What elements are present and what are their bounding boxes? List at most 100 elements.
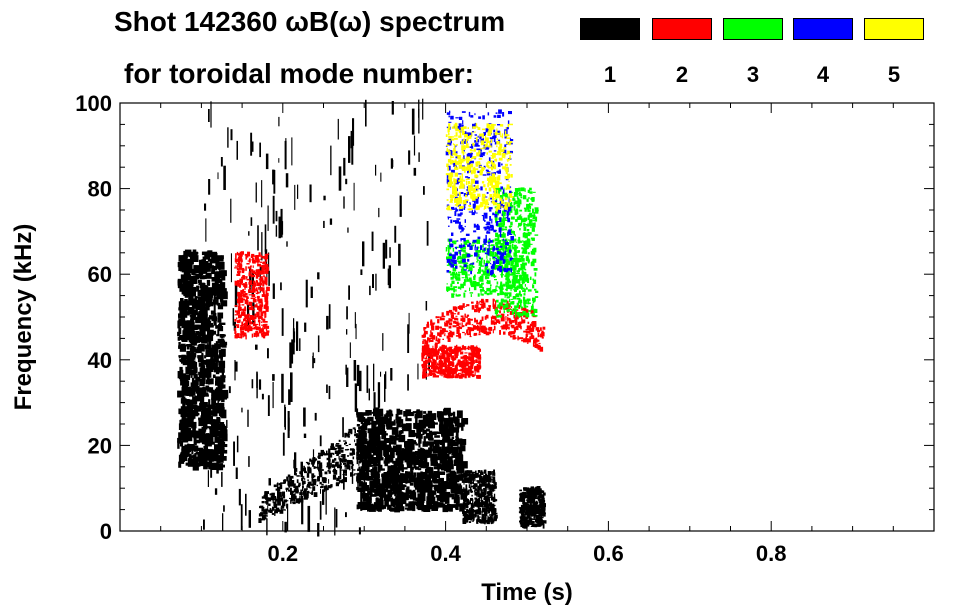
mode-1-mark <box>434 442 439 449</box>
mode-1-mark <box>209 387 214 393</box>
mode-1-mark <box>179 392 187 396</box>
mode-2-mark <box>255 287 258 292</box>
mode-1-mark <box>394 225 397 243</box>
mode-2-mark <box>434 344 437 349</box>
mode-2-mark <box>248 294 253 296</box>
mode-2-mark <box>432 335 436 340</box>
mode-3-mark <box>470 244 475 247</box>
mode-1-mark <box>475 472 479 475</box>
mode-1-mark <box>450 417 456 421</box>
mode-1-mark <box>424 486 432 493</box>
mode-1-mark <box>377 449 383 457</box>
mode-1-mark <box>483 488 485 491</box>
mode-1-mark <box>542 495 545 498</box>
mode-1-mark <box>283 491 285 497</box>
mode-1-mark <box>326 457 329 461</box>
mode-1-mark <box>434 488 439 491</box>
mode-1-mark <box>432 501 439 509</box>
mode-2-mark <box>421 356 423 362</box>
mode-1-mark <box>286 241 288 247</box>
mode-3-mark <box>483 259 486 265</box>
mode-2-mark <box>460 356 465 359</box>
mode-1-mark <box>294 452 297 475</box>
mode-1-mark <box>359 440 365 448</box>
mode-1-mark <box>465 513 469 518</box>
mode-1-mark <box>275 488 279 491</box>
mode-2-mark <box>248 318 251 323</box>
mode-1-mark <box>213 455 217 462</box>
mode-1-mark <box>520 508 525 514</box>
mode-1-mark <box>221 291 228 300</box>
mode-1-mark <box>539 523 542 527</box>
mode-2-mark <box>249 315 253 320</box>
mode-1-mark <box>300 490 304 492</box>
mode-2-mark <box>462 346 467 350</box>
mode-1-mark <box>219 334 225 338</box>
mode-2-mark <box>247 251 251 257</box>
mode-2-mark <box>425 347 429 351</box>
mode-1-mark <box>484 469 487 474</box>
mode-1-mark <box>179 345 184 348</box>
mode-2-mark <box>425 356 428 359</box>
mode-2-mark <box>262 279 264 282</box>
mode-2-mark <box>248 301 252 306</box>
mode-2-mark <box>504 324 509 330</box>
mode-1-mark <box>427 490 432 497</box>
mode-2-mark <box>480 325 484 330</box>
mode-3-mark <box>471 262 473 267</box>
mode-1-mark <box>438 471 446 475</box>
mode-1-mark <box>369 481 375 486</box>
mode-3-mark <box>446 264 450 266</box>
mode-1-mark <box>192 380 199 386</box>
mode-1-mark <box>430 458 435 466</box>
mode-3-mark <box>461 249 464 252</box>
mode-1-mark <box>432 422 438 425</box>
mode-1-mark <box>490 520 494 524</box>
mode-1-mark <box>307 481 312 486</box>
mode-1-mark <box>408 430 416 438</box>
mode-1-mark <box>286 476 289 482</box>
mode-1-mark <box>524 502 528 505</box>
mode-3-mark <box>514 255 516 260</box>
mode-1-mark <box>201 259 206 267</box>
mode-2-mark <box>462 346 464 349</box>
mode-2-mark <box>236 273 240 276</box>
mode-2-mark <box>501 303 506 306</box>
mode-1-mark <box>416 501 420 509</box>
mode-2-mark <box>439 316 442 321</box>
mode-1-mark <box>336 477 340 482</box>
mode-1-mark <box>317 523 320 537</box>
mode-2-mark <box>511 320 515 323</box>
mode-1-mark <box>464 502 469 507</box>
mode-1-mark <box>207 251 211 255</box>
mode-1-mark <box>259 142 261 158</box>
spectrogram-data-layer <box>177 98 547 537</box>
mode-1-mark <box>274 511 276 516</box>
mode-2-mark <box>454 306 458 312</box>
mode-2-mark <box>439 365 443 369</box>
mode-1-mark <box>197 392 203 399</box>
mode-1-mark <box>348 460 353 465</box>
mode-1-mark <box>350 472 352 477</box>
mode-1-mark <box>337 446 341 450</box>
mode-1-mark <box>211 291 215 296</box>
mode-2-mark <box>473 332 478 336</box>
mode-1-mark <box>272 495 275 501</box>
mode-1-mark <box>451 436 455 440</box>
mode-1-mark <box>335 509 338 528</box>
mode-1-mark <box>519 496 523 500</box>
mode-2-mark <box>468 331 471 335</box>
mode-1-mark <box>188 458 192 461</box>
mode-2-mark <box>521 339 524 342</box>
mode-2-mark <box>511 333 515 335</box>
mode-1-mark <box>538 506 541 509</box>
mode-1-mark <box>200 395 205 404</box>
mode-1-mark <box>540 494 544 498</box>
mode-1-mark <box>463 480 465 485</box>
mode-1-mark <box>543 506 546 511</box>
mode-2-mark <box>458 347 461 350</box>
mode-1-mark <box>183 250 188 259</box>
mode-3-mark <box>466 279 471 282</box>
mode-2-mark <box>454 352 458 357</box>
mode-2-mark <box>252 322 256 327</box>
